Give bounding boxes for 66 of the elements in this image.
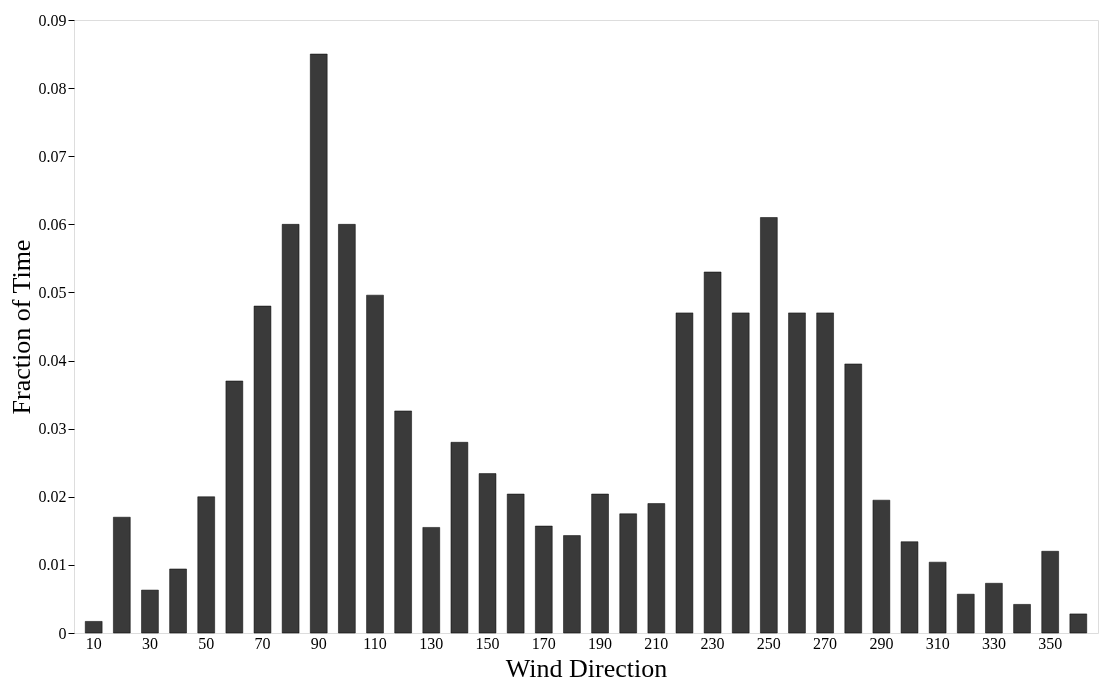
bar xyxy=(253,305,272,634)
bar xyxy=(675,312,694,634)
bar xyxy=(900,541,919,634)
bar xyxy=(450,442,469,634)
bar xyxy=(422,527,440,634)
bar xyxy=(816,312,834,634)
bar xyxy=(141,589,159,634)
x-tick-label: 130 xyxy=(419,634,444,652)
bar xyxy=(619,513,637,634)
x-tick-label: 50 xyxy=(198,634,215,652)
bar xyxy=(647,503,666,634)
x-tick-label: 310 xyxy=(925,634,950,652)
bar xyxy=(872,499,891,634)
x-tick-label: 190 xyxy=(588,634,613,652)
bar xyxy=(535,525,553,634)
x-axis-title: Wind Direction xyxy=(505,653,668,683)
x-tick-label: 270 xyxy=(813,634,838,652)
x-tick-label: 150 xyxy=(475,634,500,652)
bar xyxy=(338,224,356,634)
bar xyxy=(310,53,328,634)
y-tick-label: 0.04 xyxy=(38,352,67,370)
bar xyxy=(1069,613,1087,634)
y-tick-label: 0.06 xyxy=(38,215,67,233)
bar xyxy=(506,493,525,634)
bar xyxy=(478,473,497,634)
y-tick-label: 0.07 xyxy=(38,147,67,165)
x-tick-label: 330 xyxy=(981,634,1006,652)
bar xyxy=(197,496,215,634)
x-tick-label: 110 xyxy=(363,634,387,652)
x-tick-label: 30 xyxy=(141,634,158,652)
bar xyxy=(957,593,975,634)
bar xyxy=(591,493,609,634)
bar xyxy=(225,380,244,634)
y-tick-label: 0.09 xyxy=(38,11,67,29)
bar xyxy=(366,294,384,634)
bar xyxy=(703,271,722,634)
bar xyxy=(563,535,581,634)
bar xyxy=(928,561,947,634)
bar xyxy=(85,621,103,634)
x-tick-label: 210 xyxy=(644,634,669,652)
x-tick-label: 230 xyxy=(700,634,725,652)
bar xyxy=(788,312,806,634)
bar xyxy=(169,568,187,634)
bar xyxy=(394,410,412,634)
y-tick-label: 0 xyxy=(58,624,67,642)
x-tick-label: 10 xyxy=(85,634,102,652)
bar xyxy=(985,583,1003,634)
y-axis-title: Fraction of Time xyxy=(6,239,36,415)
y-tick-label: 0.05 xyxy=(38,283,67,301)
y-tick-label: 0.01 xyxy=(38,556,67,574)
bar xyxy=(281,224,300,634)
bar xyxy=(760,217,778,634)
x-tick-label: 70 xyxy=(254,634,271,652)
x-tick-label: 290 xyxy=(869,634,894,652)
bar xyxy=(113,516,131,634)
x-tick-label: 250 xyxy=(756,634,781,652)
y-tick-label: 0.03 xyxy=(38,420,67,438)
bar xyxy=(1041,551,1059,634)
x-tick-label: 90 xyxy=(310,634,327,652)
x-tick-label: 350 xyxy=(1038,634,1063,652)
x-tick-label: 170 xyxy=(531,634,556,652)
y-tick-label: 0.02 xyxy=(38,488,67,506)
bar xyxy=(732,312,750,634)
bar xyxy=(844,363,862,634)
y-tick-label: 0.08 xyxy=(38,79,67,97)
bar xyxy=(1013,604,1031,634)
